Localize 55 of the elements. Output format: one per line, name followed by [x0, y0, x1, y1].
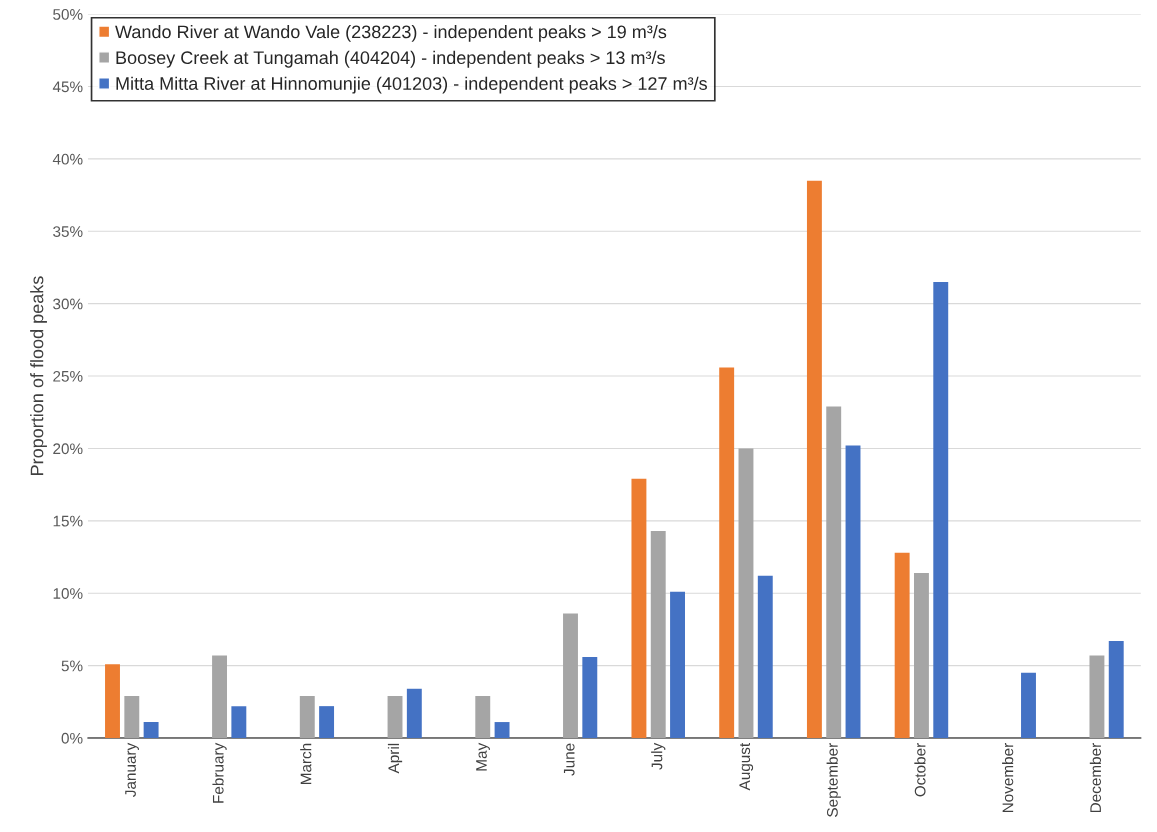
bar — [475, 696, 491, 738]
bar — [914, 572, 929, 738]
bar — [1108, 640, 1124, 738]
y-tick-label: 5% — [61, 660, 83, 672]
legend-label: Mitta Mitta River at Hinnomunjie (401203) - independent peaks > 127 m³/s — [116, 76, 707, 94]
bar — [719, 367, 735, 738]
bar — [563, 613, 578, 738]
y-tick-label: 15% — [53, 515, 83, 527]
y-tick-label: 20% — [53, 443, 83, 455]
bar — [231, 706, 247, 738]
y-tick-label: 50% — [53, 9, 83, 20]
y-tick-label: 10% — [53, 588, 83, 599]
x-tick-label: June — [563, 743, 575, 776]
bar — [143, 722, 159, 738]
bar — [933, 281, 949, 738]
x-tick-label: November — [1002, 743, 1014, 813]
bar — [582, 656, 598, 738]
bar — [124, 696, 140, 738]
x-tick-label: February — [212, 742, 227, 803]
bar — [806, 180, 822, 738]
bar — [738, 448, 754, 738]
bar — [1089, 655, 1105, 738]
y-tick-label: 30% — [53, 298, 83, 310]
y-tick-label: 0% — [61, 732, 83, 744]
y-tick-label: 25% — [53, 370, 83, 382]
bar — [299, 696, 315, 738]
bar — [319, 706, 335, 738]
y-axis-title: Proportion of flood peaks — [30, 276, 47, 475]
x-tick-label: March — [300, 743, 312, 785]
x-tick-label: September — [826, 743, 841, 817]
x-tick-label: January — [125, 742, 139, 797]
bar — [105, 664, 120, 738]
x-tick-label: December — [1089, 743, 1102, 813]
bar — [650, 530, 666, 738]
bar — [631, 478, 647, 738]
bar — [212, 655, 227, 738]
bar — [845, 445, 861, 738]
y-tick-label: 35% — [53, 226, 83, 237]
legend-label: Wando River at Wando Vale (238223) - independent peaks > 19 m³/s — [115, 24, 667, 42]
bar — [894, 552, 910, 738]
y-tick-label: 40% — [52, 153, 83, 165]
x-tick-label: July — [651, 742, 666, 770]
bar — [494, 722, 510, 738]
bar — [826, 406, 842, 738]
x-tick-label: October — [914, 743, 926, 797]
bar — [670, 591, 685, 738]
bar — [757, 575, 773, 738]
y-tick-label: 45% — [52, 81, 83, 93]
legend-label: Boosey Creek at Tungamah (404204) - independent peaks > 13 m³/s — [116, 50, 665, 68]
bar — [406, 688, 422, 738]
x-tick-label: May — [476, 742, 490, 771]
bar — [387, 696, 403, 738]
x-tick-label: April — [387, 743, 403, 774]
bar — [1021, 672, 1036, 738]
x-tick-label: August — [739, 742, 754, 791]
